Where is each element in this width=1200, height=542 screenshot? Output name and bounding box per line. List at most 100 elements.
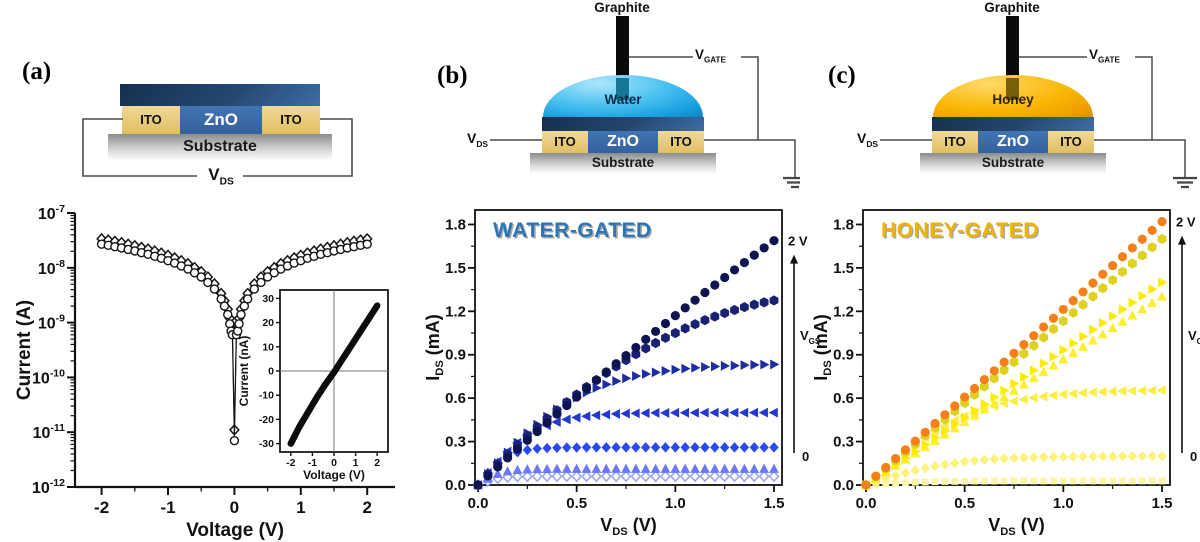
svg-text:WATER-GATED: WATER-GATED — [493, 219, 652, 242]
svg-text:2 V: 2 V — [788, 234, 808, 249]
svg-text:2: 2 — [362, 498, 371, 517]
svg-text:Voltage (V): Voltage (V) — [303, 468, 365, 482]
svg-text:IDS (mA): IDS (mA) — [423, 314, 446, 381]
axes: 0.0 0.5 1.0 1.5 0.0 0.3 0.6 0.9 1.2 1.5 1.8 VDS (V)… — [811, 209, 1173, 538]
svg-text:10-12: 10-12 — [32, 477, 65, 497]
vgate-label: VGATE — [1089, 47, 1120, 65]
svg-text:VGS: VGS — [800, 328, 820, 346]
svg-text:0: 0 — [268, 366, 274, 378]
zno-film-layer — [932, 117, 1094, 131]
ito-electrode-left: ITO — [542, 131, 588, 153]
svg-text:WATER-GATED: WATER-GATED — [495, 221, 654, 244]
svg-text:-20: -20 — [259, 414, 274, 426]
svg-text:0.6: 0.6 — [833, 390, 854, 407]
panel-c-schematic: (c) Graphite Honey ITO ZnO ITO Substrate… — [800, 0, 1200, 195]
svg-text:0.3: 0.3 — [833, 434, 854, 451]
panel-b-schematic: (b) Graphite Water ITO ZnO ITO Substrate… — [400, 0, 800, 195]
iv-curve-plot: -2 -1 0 1 210-710-810-910-1010-1110-12Voltag… — [14, 203, 395, 541]
vds-label: VDS — [467, 130, 488, 149]
svg-text:0.6: 0.6 — [445, 390, 466, 407]
substrate-layer: Substrate — [920, 153, 1106, 174]
svg-text:10-7: 10-7 — [38, 203, 65, 223]
svg-text:10-11: 10-11 — [33, 422, 66, 442]
svg-text:VGS: VGS — [1188, 328, 1200, 346]
svg-text:1.5: 1.5 — [445, 260, 466, 277]
svg-text:1.5: 1.5 — [1152, 495, 1173, 512]
water-gated-output-plot: 0.0 0.5 1.0 1.5 0.0 0.3 0.6 0.9 1.2 1.5 1.8 VDS (V)… — [423, 209, 820, 538]
series-group — [96, 232, 373, 446]
series-group — [860, 216, 1168, 491]
svg-text:1.5: 1.5 — [833, 260, 854, 277]
svg-text:IDS (mA): IDS (mA) — [811, 314, 834, 381]
vds-label: VDS — [208, 165, 234, 188]
svg-text:1.8: 1.8 — [445, 216, 466, 233]
graphite-rod — [616, 16, 629, 78]
svg-text:0.5: 0.5 — [954, 495, 975, 512]
svg-text:20: 20 — [262, 317, 274, 329]
gate-annotation: 2 V VGS 0 — [1176, 215, 1200, 464]
inset-series-linear-iv — [287, 302, 381, 447]
ito-electrode-right: ITO — [262, 106, 320, 134]
svg-text:30: 30 — [262, 293, 274, 305]
svg-text:2 V: 2 V — [1176, 215, 1196, 230]
ito-electrode-right: ITO — [658, 131, 704, 153]
svg-text:0.0: 0.0 — [856, 495, 877, 512]
svg-text:1: 1 — [353, 457, 359, 469]
vgate-label: VGATE — [695, 47, 726, 65]
ground-icon — [1173, 176, 1197, 189]
water-label: Water — [604, 92, 642, 107]
gate-annotation: 2 V VGS 0 — [788, 234, 820, 464]
svg-text:-1: -1 — [308, 457, 317, 469]
svg-text:10-8: 10-8 — [38, 258, 65, 278]
ito-electrode-left: ITO — [122, 106, 180, 134]
svg-text:HONEY-GATED: HONEY-GATED — [881, 219, 1039, 242]
zno-channel: ZnO — [588, 131, 658, 153]
honey-label: Honey — [992, 92, 1034, 107]
svg-text:VDS (V): VDS (V) — [600, 515, 657, 538]
svg-text:Current (nA): Current (nA) — [237, 336, 251, 407]
svg-text:0.0: 0.0 — [833, 477, 854, 494]
svg-text:2: 2 — [374, 457, 380, 469]
honey-gated-output-plot: 0.0 0.5 1.0 1.5 0.0 0.3 0.6 0.9 1.2 1.5 1.8 VDS (V)… — [811, 209, 1200, 538]
svg-text:0: 0 — [230, 498, 239, 517]
svg-text:0: 0 — [1190, 449, 1197, 464]
series-vgs-step-6 — [473, 463, 779, 489]
series-vgs-step-2 — [473, 295, 779, 491]
svg-text:Voltage (V): Voltage (V) — [186, 520, 284, 541]
zno-film-layer — [542, 117, 704, 131]
svg-text:-10: -10 — [259, 390, 274, 402]
ito-electrode-right: ITO — [1048, 131, 1094, 153]
substrate-layer: Substrate — [530, 153, 716, 174]
series-group — [472, 236, 780, 491]
svg-text:1.0: 1.0 — [1053, 495, 1074, 512]
svg-text:Current (A): Current (A) — [14, 300, 35, 400]
ito-electrode-left: ITO — [932, 131, 978, 153]
svg-text:1.2: 1.2 — [833, 303, 854, 320]
svg-text:0.5: 0.5 — [566, 495, 587, 512]
series-iv-sweep-lower — [96, 239, 372, 446]
substrate-layer: Substrate — [108, 134, 332, 161]
axes: -2 -1 0 1 210-710-810-910-1010-1110-12Voltag… — [14, 203, 395, 541]
zno-channel: ZnO — [978, 131, 1048, 153]
svg-text:1.5: 1.5 — [764, 495, 785, 512]
svg-text:0: 0 — [802, 449, 809, 464]
graphite-label: Graphite — [594, 0, 650, 15]
svg-text:0.3: 0.3 — [445, 434, 466, 451]
series-vgs-2V-top — [473, 236, 779, 490]
series-vgs-2V-top — [861, 216, 1167, 490]
svg-text:HONEY-GATED: HONEY-GATED — [883, 221, 1041, 244]
svg-text:1.0: 1.0 — [665, 495, 686, 512]
ground-icon — [783, 176, 800, 189]
svg-text:1: 1 — [296, 498, 305, 517]
svg-text:0.9: 0.9 — [833, 347, 854, 364]
graphite-label: Graphite — [984, 0, 1040, 15]
svg-text:-2: -2 — [94, 498, 109, 517]
svg-text:1.2: 1.2 — [445, 303, 466, 320]
svg-text:0.0: 0.0 — [445, 477, 466, 494]
svg-text:-30: -30 — [259, 438, 274, 450]
svg-text:10: 10 — [262, 341, 274, 353]
svg-text:10-9: 10-9 — [38, 313, 65, 333]
